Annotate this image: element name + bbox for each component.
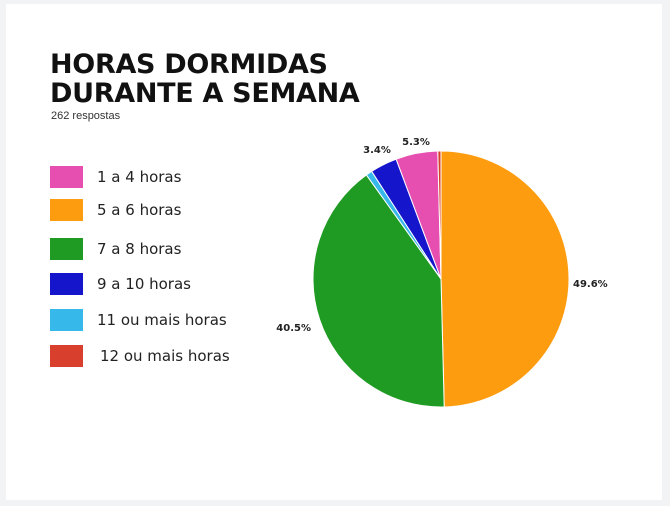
slice-percent-label: 49.6% xyxy=(573,279,608,290)
pie-slice-7-a-8-horas xyxy=(312,174,445,408)
legend-item-9-a-10-horas: 9 a 10 horas xyxy=(50,273,310,297)
pie-slice-5-a-6-horas xyxy=(440,150,570,408)
legend-label: 12 ou mais horas xyxy=(100,347,230,365)
chart-title-line-2: DURANTE A SEMANA xyxy=(50,78,360,109)
slice-percent-label: 40.5% xyxy=(276,323,311,334)
slice-percent-label: 5.3% xyxy=(402,137,430,148)
chart-title-line-1: HORAS DORMIDAS xyxy=(50,49,328,80)
response-count: 262 respostas xyxy=(51,110,121,122)
legend-swatch xyxy=(50,309,83,331)
legend-label: 11 ou mais horas xyxy=(97,311,227,329)
legend-item-5-a-6-horas: 5 a 6 horas xyxy=(50,199,310,223)
legend-item-12-ou-mais-horas: 12 ou mais horas xyxy=(50,345,310,369)
legend-swatch xyxy=(50,166,83,188)
chart-title: HORAS DORMIDAS DURANTE A SEMANA xyxy=(50,50,360,108)
legend-item-1-a-4-horas: 1 a 4 horas xyxy=(50,166,310,190)
legend-item-11-ou-mais-horas: 11 ou mais horas xyxy=(50,309,310,333)
legend-swatch xyxy=(50,273,83,295)
legend-label: 9 a 10 horas xyxy=(97,275,191,293)
legend-swatch xyxy=(50,238,83,260)
legend-swatch xyxy=(50,345,83,367)
legend-label: 1 a 4 horas xyxy=(97,168,182,186)
legend-swatch xyxy=(50,199,83,221)
pie-slice-12-ou-mais-horas xyxy=(437,150,442,280)
legend-label: 5 a 6 horas xyxy=(97,201,182,219)
legend-label: 7 a 8 horas xyxy=(97,240,182,258)
slice-percent-label: 3.4% xyxy=(363,145,391,156)
legend-item-7-a-8-horas: 7 a 8 horas xyxy=(50,238,310,262)
